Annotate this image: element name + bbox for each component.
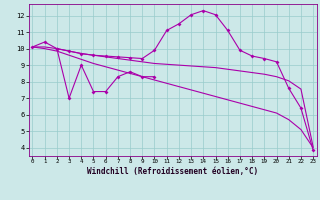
- X-axis label: Windchill (Refroidissement éolien,°C): Windchill (Refroidissement éolien,°C): [87, 167, 258, 176]
